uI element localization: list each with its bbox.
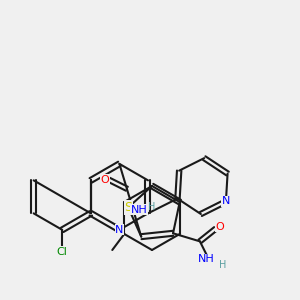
Text: S: S [124, 201, 132, 214]
Text: H: H [148, 202, 155, 212]
Text: H: H [219, 260, 226, 270]
Text: Cl: Cl [57, 247, 68, 257]
Text: O: O [100, 175, 109, 185]
Text: O: O [215, 222, 224, 232]
Text: N: N [115, 225, 124, 235]
Text: NH: NH [130, 205, 147, 215]
Text: NH: NH [197, 254, 214, 264]
Text: N: N [222, 196, 230, 206]
